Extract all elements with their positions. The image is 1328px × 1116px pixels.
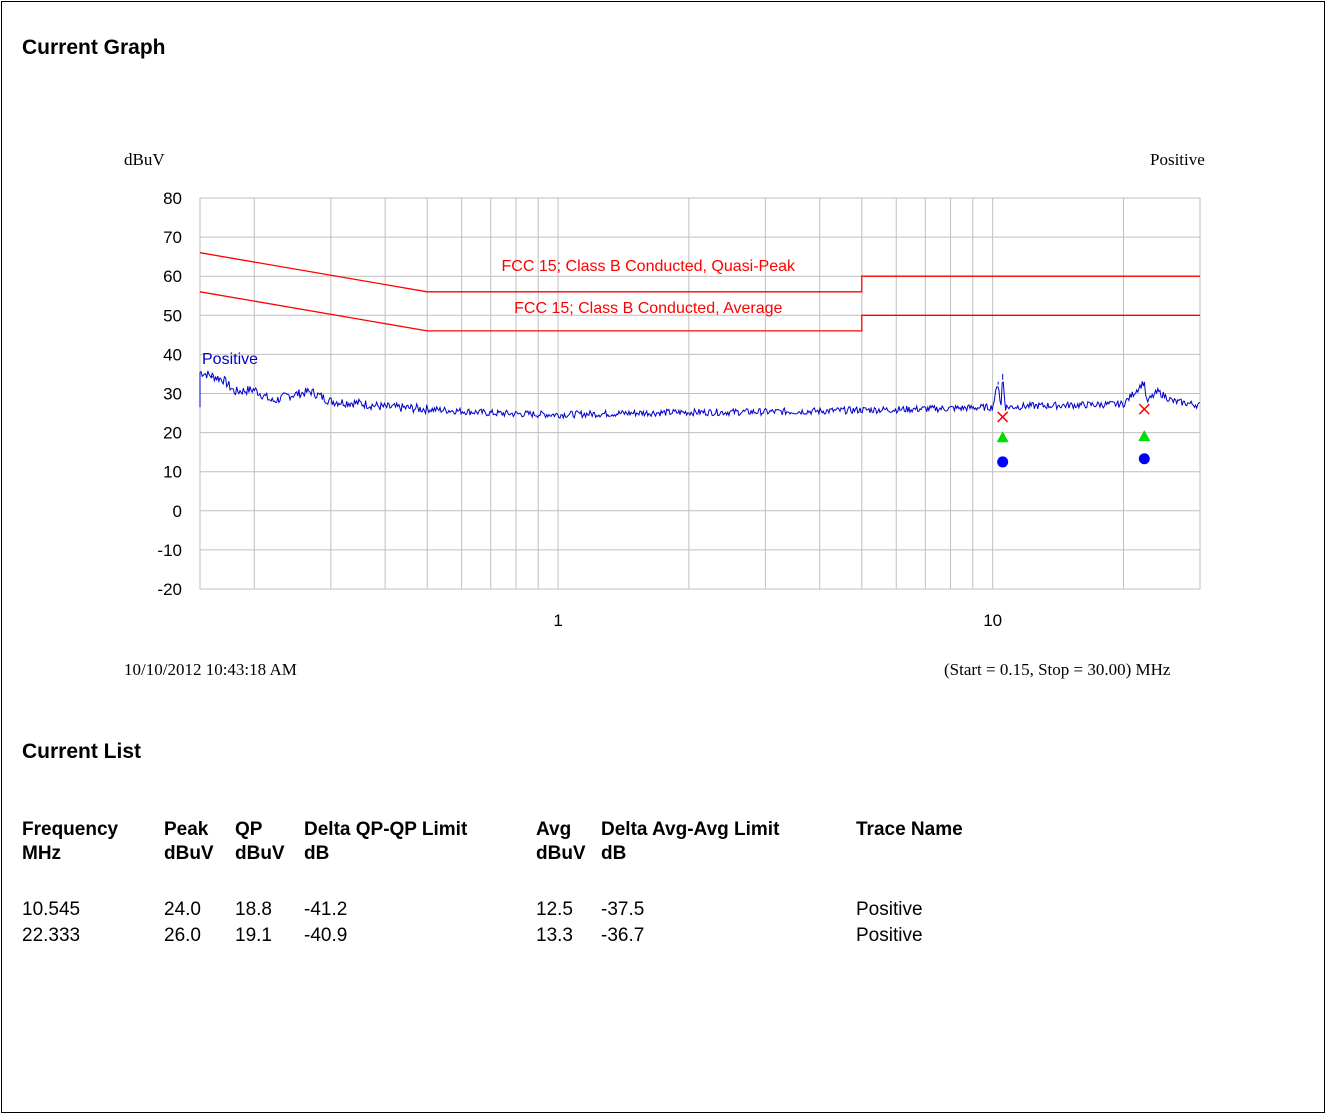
qp-marker (1138, 430, 1151, 442)
column-header: Peak (164, 819, 209, 840)
y-tick-label: 50 (163, 306, 182, 325)
timestamp: 10/10/2012 10:43:18 AM (124, 660, 297, 679)
y-tick-label: 0 (173, 502, 182, 521)
column-header: dBuV (164, 843, 214, 864)
column-header: Avg (536, 819, 572, 840)
y-tick-label: 10 (163, 463, 182, 482)
x-tick-label: 10 (983, 611, 1002, 630)
table-cell: 18.8 (235, 899, 272, 920)
graph-section-title: Current Graph (22, 36, 166, 59)
y-axis-label: dBuV (124, 150, 165, 169)
table-cell: -37.5 (601, 899, 645, 920)
avg-limit-line (199, 291, 1200, 332)
table-cell: -40.9 (304, 925, 348, 946)
avg-marker (1138, 453, 1150, 465)
column-header: dBuV (536, 843, 586, 864)
trace-label: Positive (202, 351, 258, 368)
table-cell: 19.1 (235, 925, 272, 946)
y-tick-label: 80 (163, 189, 182, 208)
qp-limit-line (199, 252, 1200, 293)
column-header: dB (601, 843, 627, 864)
table-cell: 24.0 (164, 899, 201, 920)
table-cell: 13.3 (536, 925, 573, 946)
qp-limit-label: FCC 15; Class B Conducted, Quasi-Peak (502, 258, 796, 275)
list-section-title: Current List (22, 740, 142, 763)
table-cell: -36.7 (601, 925, 645, 946)
y-tick-label: 70 (163, 228, 182, 247)
y-tick-label: -20 (157, 580, 182, 599)
peak-marker (997, 411, 1009, 423)
y-tick-label: 20 (163, 424, 182, 443)
top-right-trace-label: Positive (1150, 150, 1205, 169)
y-tick-label: 60 (163, 267, 182, 286)
avg-marker (997, 456, 1009, 468)
table-cell: Positive (856, 899, 923, 920)
frequency-range: (Start = 0.15, Stop = 30.00) MHz (944, 660, 1171, 679)
positive-trace (199, 370, 1201, 420)
column-header: dB (304, 843, 330, 864)
table-cell: 10.545 (22, 899, 81, 920)
table-cell: 26.0 (164, 925, 201, 946)
table-cell: 22.333 (22, 925, 81, 946)
column-header: Frequency (22, 819, 119, 840)
column-header: Delta QP-QP Limit (304, 819, 468, 840)
y-tick-label: -10 (157, 541, 182, 560)
x-tick-label: 1 (553, 611, 562, 630)
column-header: QP (235, 819, 263, 840)
column-header: dBuV (235, 843, 285, 864)
qp-marker (996, 431, 1009, 443)
avg-limit-label: FCC 15; Class B Conducted, Average (514, 300, 782, 317)
column-header: Delta Avg-Avg Limit (601, 819, 780, 840)
y-tick-label: 30 (163, 385, 182, 404)
column-header: MHz (22, 843, 62, 864)
y-tick-label: 40 (163, 345, 182, 364)
column-header: Trace Name (856, 819, 963, 840)
table-cell: -41.2 (304, 899, 348, 920)
table-cell: Positive (856, 925, 923, 946)
table-cell: 12.5 (536, 899, 573, 920)
peak-marker (1138, 403, 1150, 415)
